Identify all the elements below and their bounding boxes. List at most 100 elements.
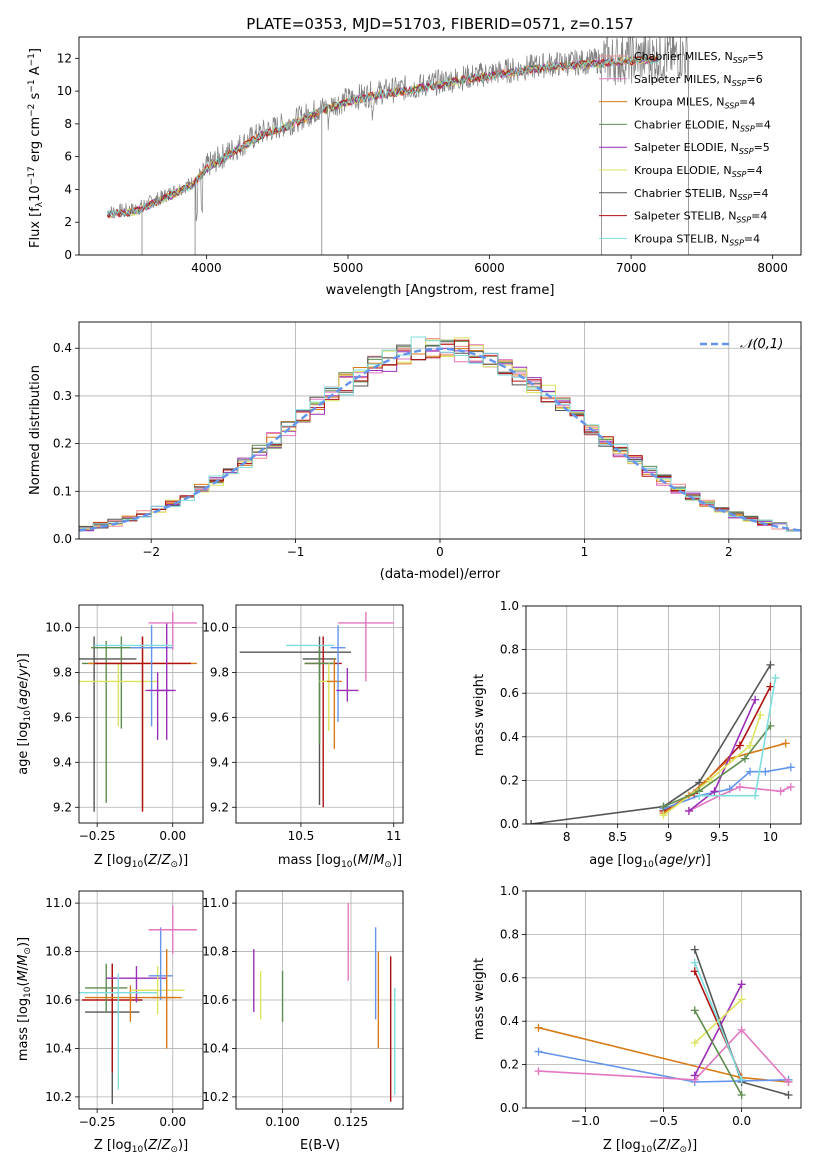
plus-marker bbox=[659, 802, 668, 811]
y-tick-label: 9.4 bbox=[53, 755, 72, 769]
model-spectrum bbox=[106, 55, 660, 217]
plus-marker bbox=[766, 660, 775, 669]
residual-xlabel: (data-model)/error bbox=[380, 567, 501, 582]
x-tick-label: 0.0 bbox=[732, 1114, 751, 1128]
y-tick-label: 9.6 bbox=[53, 710, 72, 724]
plus-marker bbox=[746, 767, 755, 776]
x-tick-label: −1.0 bbox=[571, 1114, 600, 1128]
series-line bbox=[659, 721, 775, 811]
data-point bbox=[130, 966, 185, 1015]
axes-frame bbox=[78, 321, 802, 540]
data-point bbox=[151, 949, 182, 1049]
plus-marker bbox=[659, 811, 668, 820]
plus-marker bbox=[735, 741, 744, 750]
plot-area bbox=[79, 336, 801, 532]
x-tick-label: 9 bbox=[665, 830, 673, 844]
model-spectrum bbox=[107, 54, 660, 219]
p6-xlabel: Z [log10(Z/Z⊙)] bbox=[94, 1138, 188, 1155]
series-path bbox=[663, 766, 791, 810]
y-tick-label: 0.4 bbox=[500, 730, 519, 744]
spectrum-panel: 4000 5000 6000 7000 8000 0 2 4 6 8 10 12 Chabrier MI… bbox=[57, 36, 802, 275]
legend-label: Salpeter STELIB, NSSP=4 bbox=[634, 210, 767, 225]
plus-marker bbox=[781, 739, 790, 748]
spectrum-xlabel: wavelength [Angstrom, rest frame] bbox=[326, 283, 555, 298]
plus-marker bbox=[751, 695, 760, 704]
axes-frame bbox=[235, 890, 404, 1110]
series-line bbox=[684, 782, 795, 815]
p3-ylabel: age [log10(age/yr)] bbox=[16, 653, 33, 775]
x-tick-label: 8.5 bbox=[608, 830, 627, 844]
x-tick-label: −2 bbox=[142, 545, 160, 559]
x-tick-label: −1 bbox=[287, 545, 305, 559]
data-point bbox=[330, 625, 346, 722]
y-tick-label: 0.2 bbox=[500, 773, 519, 787]
plus-marker bbox=[690, 958, 699, 967]
y-tick-label: 10.6 bbox=[202, 993, 229, 1007]
data-point bbox=[106, 966, 167, 1003]
x-tick-label: 0.00 bbox=[159, 1115, 186, 1129]
data-point bbox=[94, 636, 191, 812]
y-tick-label: 10.4 bbox=[45, 1041, 72, 1055]
data-point bbox=[319, 663, 339, 731]
residual-panel: −2 −1 0 1 2 0.0 0.1 0.2 0.3 0.4 𝒩(0,1) bbox=[53, 321, 802, 559]
y-tick-label: 10.4 bbox=[202, 1041, 229, 1055]
legend-label: Kroupa STELIB, NSSP=4 bbox=[634, 232, 760, 247]
plot-area bbox=[534, 945, 793, 1099]
plus-marker bbox=[746, 741, 755, 750]
model-spectrum bbox=[106, 55, 660, 217]
data-point bbox=[326, 658, 342, 749]
x-tick-label: −0.25 bbox=[79, 829, 116, 843]
series-line bbox=[690, 980, 746, 1080]
plus-marker bbox=[737, 1075, 746, 1084]
plus-marker bbox=[737, 1025, 746, 1034]
data-point bbox=[82, 963, 143, 1073]
series-path bbox=[694, 1010, 743, 1096]
age-vs-mass-panel: 10.5 11 9.2 9.4 9.6 9.8 10.0 bbox=[202, 604, 404, 843]
plus-marker bbox=[737, 995, 746, 1004]
y-tick-label: 0.3 bbox=[53, 389, 72, 403]
y-tick-label: 10.8 bbox=[202, 945, 229, 959]
p4-xlabel: mass [log10(M/M⊙)] bbox=[278, 853, 402, 870]
p5-xlabel: age [log10(age/yr)] bbox=[589, 853, 711, 870]
plus-marker bbox=[771, 673, 780, 682]
residual-histogram bbox=[79, 336, 801, 532]
model-spectrum bbox=[106, 55, 660, 220]
series-path bbox=[663, 725, 772, 808]
model-spectrum bbox=[107, 55, 660, 219]
data-point bbox=[338, 611, 394, 682]
plus-marker bbox=[735, 782, 744, 791]
plus-marker bbox=[784, 1077, 793, 1086]
y-tick-label: 10.0 bbox=[202, 620, 229, 634]
x-tick-label: 9.5 bbox=[710, 830, 729, 844]
data-point bbox=[130, 625, 173, 727]
y-tick-label: 0.2 bbox=[500, 1058, 519, 1072]
data-point bbox=[148, 905, 197, 954]
y-tick-label: 0.0 bbox=[53, 532, 72, 546]
axes-frame bbox=[78, 604, 204, 824]
y-tick-label: 0.4 bbox=[500, 1014, 519, 1028]
series-line bbox=[695, 673, 780, 800]
data-point bbox=[336, 667, 359, 702]
y-tick-label: 6 bbox=[64, 150, 72, 164]
plus-marker bbox=[761, 767, 770, 776]
plus-marker bbox=[737, 980, 746, 989]
data-point bbox=[157, 622, 176, 740]
x-tick-label: 0.00 bbox=[159, 829, 186, 843]
axes-frame bbox=[525, 605, 802, 825]
p8-xlabel: Z [log10(Z/Z⊙)] bbox=[603, 1138, 697, 1155]
plot-area bbox=[527, 660, 795, 824]
y-tick-label: 11.0 bbox=[45, 896, 72, 910]
axes-frame bbox=[525, 890, 802, 1109]
plus-marker bbox=[784, 1090, 793, 1099]
x-tick-label: 0 bbox=[436, 545, 444, 559]
plus-marker bbox=[690, 1006, 699, 1015]
model-spectrum bbox=[107, 54, 660, 219]
y-tick-label: 0.8 bbox=[500, 927, 519, 941]
y-tick-label: 2 bbox=[64, 215, 72, 229]
massweight-vs-age-panel: 8 8.5 9 9.5 10 0.0 0.2 0.4 0.6 0.8 1.0 bbox=[500, 599, 802, 844]
y-tick-label: 12 bbox=[57, 51, 72, 65]
x-tick-label: 0.100 bbox=[265, 1115, 299, 1129]
spectrum-title: PLATE=0353, MJD=51703, FIBERID=0571, z=0… bbox=[246, 15, 633, 33]
p5-ylabel: mass weight bbox=[472, 674, 487, 756]
